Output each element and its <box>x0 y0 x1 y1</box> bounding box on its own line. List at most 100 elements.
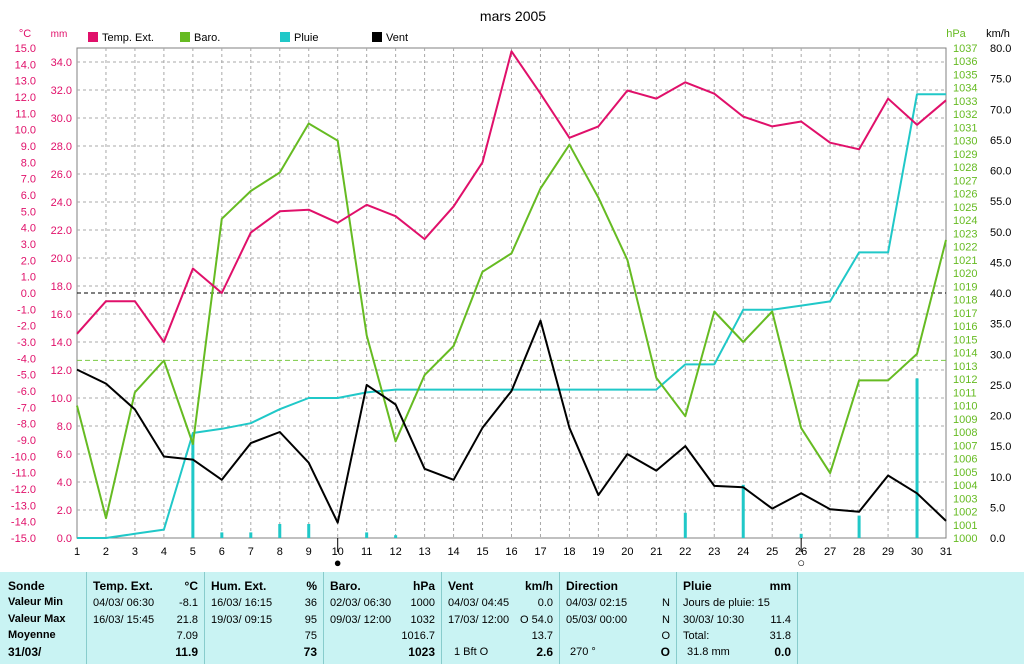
temp-tick-label: -4.0 <box>17 353 36 365</box>
rain-tick-label: 22.0 <box>51 225 72 237</box>
rain-bar <box>741 484 745 538</box>
baro-header: Baro. <box>330 579 361 593</box>
rain-tick-label: 28.0 <box>51 141 72 153</box>
wind-tick-label: 45.0 <box>990 257 1011 269</box>
baro-tick-label: 1031 <box>953 122 977 134</box>
x-tick-label: 9 <box>306 546 312 558</box>
baro-tick-label: 1012 <box>953 374 977 386</box>
temp-avg-value: 7.09 <box>176 630 198 642</box>
temp-tick-label: 6.0 <box>21 190 36 202</box>
rain-bar <box>191 440 195 538</box>
baro-tick-label: 1022 <box>953 242 977 254</box>
baro-tick-label: 1013 <box>953 361 977 373</box>
weather-chart: mars 2005 Temp. Ext. Baro. Pluie Vent °C mm h… <box>10 8 1012 570</box>
rain-tick-label: 6.0 <box>57 449 72 461</box>
wind-unit-label: km/h <box>986 28 1010 40</box>
x-tick-label: 2 <box>103 546 109 558</box>
rain-bar <box>394 535 398 538</box>
baro-tick-label: 1036 <box>953 56 977 68</box>
daily-rain-bars <box>191 378 919 538</box>
rain-bar <box>857 515 861 538</box>
x-tick-label: 23 <box>708 546 720 558</box>
x-tick-label: 20 <box>621 546 633 558</box>
temp-tick-label: 12.0 <box>15 92 36 104</box>
x-tick-label: 25 <box>766 546 778 558</box>
vent-last-value: 2.6 <box>536 645 553 659</box>
tick-labels: 1 2 3 4 5 6 7 8 9 10 11 12 13 14 15 16 17 18 19 20 21 22 23 24 2… <box>11 43 1012 558</box>
legend-swatch <box>372 32 382 42</box>
hum-avg-value: 75 <box>304 630 317 642</box>
pluie-header: Pluie <box>683 579 712 593</box>
wind-tick-label: 40.0 <box>990 288 1011 300</box>
hum-last-value: 73 <box>303 645 317 659</box>
direction-min-time: 04/03/ 02:15 <box>566 597 628 609</box>
x-tick-label: 14 <box>447 546 459 558</box>
rain-tick-label: 18.0 <box>51 281 72 293</box>
baro-tick-label: 1017 <box>953 308 977 320</box>
baro-max-value: 1032 <box>410 614 435 626</box>
hum-min-time: 16/03/ 16:15 <box>211 597 273 609</box>
baro-unit-label: hPa <box>946 28 966 40</box>
direction-last-degrees: 270 ° <box>570 646 596 658</box>
temp-max-time: 16/03/ 15:45 <box>93 614 155 626</box>
row-label-date: 31/03/ <box>8 645 42 659</box>
rain-bar <box>365 532 369 538</box>
chart-title: mars 2005 <box>480 8 546 24</box>
temp-min-value: -8.1 <box>179 597 198 609</box>
rain-bar <box>915 378 919 538</box>
temp-tick-label: 0.0 <box>21 288 36 300</box>
vent-min-time: 04/03/ 04:45 <box>448 597 510 609</box>
hum-max-time: 19/03/ 09:15 <box>211 614 273 626</box>
x-tick-label: 4 <box>161 546 167 558</box>
temp-tick-label: -9.0 <box>17 435 36 447</box>
axis-units: °C mm hPa km/h <box>19 28 1010 40</box>
rain-tick-label: 24.0 <box>51 197 72 209</box>
series-line-wind <box>76 319 947 524</box>
baro-tick-label: 1030 <box>953 136 977 148</box>
direction-avg-dir: O <box>661 630 670 642</box>
legend-label: Vent <box>386 32 408 44</box>
wind-tick-label: 15.0 <box>990 441 1011 453</box>
rain-bar <box>799 533 803 538</box>
summary-panel: Sonde Valeur Min Valeur Max Moyenne 31/0… <box>0 572 1024 664</box>
grid <box>76 47 947 539</box>
baro-avg-value: 1016.7 <box>401 630 435 642</box>
vent-header: Vent <box>448 579 474 593</box>
baro-tick-label: 1019 <box>953 281 977 293</box>
wind-tick-label: 30.0 <box>990 349 1011 361</box>
temp-tick-label: -13.0 <box>11 500 36 512</box>
wind-tick-label: 75.0 <box>990 74 1011 86</box>
hum-column: Hum. Ext. % 16/03/ 16:15 36 19/03/ 09:15… <box>205 572 324 664</box>
x-tick-label: 12 <box>390 546 402 558</box>
x-tick-label: 5 <box>190 546 196 558</box>
baro-tick-label: 1027 <box>953 175 977 187</box>
moon-phases: ● ○ <box>334 538 805 570</box>
rain-tick-label: 12.0 <box>51 365 72 377</box>
rain-tick-label: 10.0 <box>51 393 72 405</box>
x-tick-label: 19 <box>592 546 604 558</box>
baro-tick-label: 1020 <box>953 268 977 280</box>
pluie-last-value: 0.0 <box>774 645 791 659</box>
rain-bar <box>220 532 224 538</box>
baro-tick-label: 1034 <box>953 83 977 95</box>
x-tick-label: 17 <box>534 546 546 558</box>
baro-tick-label: 1001 <box>953 520 977 532</box>
x-tick-label: 22 <box>679 546 691 558</box>
temp-tick-label: -12.0 <box>11 484 36 496</box>
temp-tick-label: -2.0 <box>17 321 36 333</box>
wind-tick-label: 20.0 <box>990 411 1011 423</box>
rain-tick-label: 14.0 <box>51 337 72 349</box>
x-tick-label: 1 <box>74 546 80 558</box>
pluie-total-label: Total: <box>683 630 710 642</box>
rain-bar <box>278 524 282 538</box>
legend-label: Temp. Ext. <box>102 32 154 44</box>
temp-unit: °C <box>184 579 198 593</box>
temp-header: Temp. Ext. <box>93 579 153 593</box>
baro-tick-label: 1021 <box>953 255 977 267</box>
pluie-column: Pluie mm Jours de pluie: 15 30/03/ 10:30… <box>677 572 798 664</box>
rain-tick-label: 34.0 <box>51 57 72 69</box>
x-tick-label: 6 <box>219 546 225 558</box>
pluie-month-total: 31.8 mm <box>687 646 730 658</box>
direction-max-dir: N <box>662 614 670 626</box>
x-tick-label: 31 <box>940 546 952 558</box>
